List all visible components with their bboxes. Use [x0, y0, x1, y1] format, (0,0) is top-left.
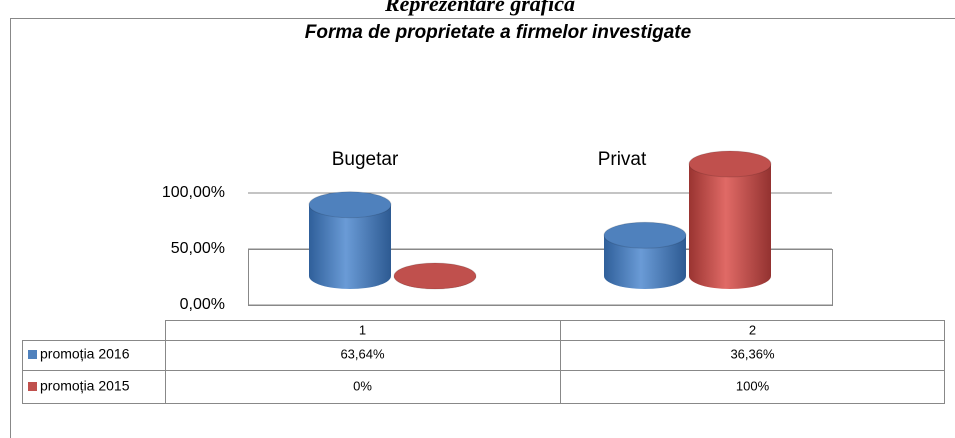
annotation: Bugetar: [332, 149, 399, 170]
value-label: 0%: [353, 378, 372, 393]
cylinder-body: [309, 204, 391, 289]
data-table: [22, 320, 945, 404]
value-label: 100%: [736, 378, 770, 393]
value-label: 36,36%: [730, 346, 775, 361]
cylinder-top: [603, 221, 687, 249]
y-tick-label: 0,00%: [180, 296, 225, 313]
cylinder-top: [688, 150, 772, 178]
chart-frame: [10, 18, 955, 438]
heading: Reprezentare grafică: [384, 0, 575, 16]
legend-swatch: [28, 382, 37, 391]
cylinder-top: [308, 191, 392, 219]
cylinder: [393, 262, 477, 290]
cylinder-body: [604, 235, 686, 289]
cylinder: [308, 191, 392, 289]
legend-label: promoția 2015: [40, 378, 130, 394]
cylinder: [603, 221, 687, 289]
x-tick-label: 2: [749, 322, 756, 337]
y-tick-label: 50,00%: [171, 240, 225, 257]
legend-swatch: [28, 350, 37, 359]
annotation: Privat: [598, 149, 647, 170]
value-label: 63,64%: [340, 346, 385, 361]
legend-label: promoția 2016: [40, 346, 130, 362]
cylinder: [688, 150, 772, 289]
y-tick-label: 100,00%: [162, 184, 225, 201]
cylinder-top: [393, 262, 477, 290]
cylinder-body: [689, 164, 771, 289]
x-tick-label: 1: [359, 322, 366, 337]
chart-title: Forma de proprietate a firmelor investig…: [305, 22, 692, 43]
